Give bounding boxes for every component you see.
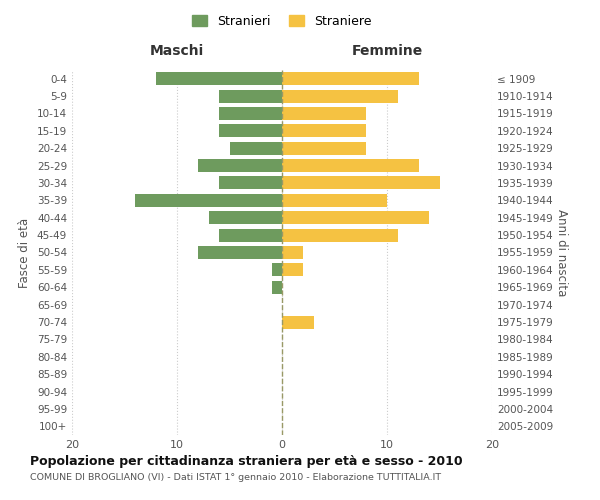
Text: Femmine: Femmine	[352, 44, 422, 58]
Y-axis label: Anni di nascita: Anni di nascita	[554, 209, 568, 296]
Bar	[282, 246, 303, 259]
Bar	[282, 159, 419, 172]
Bar	[282, 107, 366, 120]
Bar	[209, 211, 282, 224]
Bar	[219, 124, 282, 138]
Bar	[282, 211, 429, 224]
Legend: Stranieri, Straniere: Stranieri, Straniere	[186, 8, 378, 34]
Bar	[219, 107, 282, 120]
Bar	[229, 142, 282, 154]
Bar	[156, 72, 282, 85]
Bar	[219, 176, 282, 190]
Bar	[219, 228, 282, 241]
Text: Popolazione per cittadinanza straniera per età e sesso - 2010: Popolazione per cittadinanza straniera p…	[30, 455, 463, 468]
Bar	[282, 228, 398, 241]
Bar	[282, 316, 314, 328]
Bar	[219, 90, 282, 102]
Text: Maschi: Maschi	[150, 44, 204, 58]
Bar	[198, 159, 282, 172]
Bar	[282, 124, 366, 138]
Bar	[282, 176, 439, 190]
Bar	[198, 246, 282, 259]
Bar	[282, 264, 303, 276]
Bar	[282, 90, 398, 102]
Bar	[135, 194, 282, 207]
Bar	[271, 280, 282, 294]
Bar	[282, 142, 366, 154]
Text: COMUNE DI BROGLIANO (VI) - Dati ISTAT 1° gennaio 2010 - Elaborazione TUTTITALIA.: COMUNE DI BROGLIANO (VI) - Dati ISTAT 1°…	[30, 472, 441, 482]
Bar	[282, 194, 387, 207]
Bar	[282, 72, 419, 85]
Y-axis label: Fasce di età: Fasce di età	[19, 218, 31, 288]
Bar	[271, 264, 282, 276]
